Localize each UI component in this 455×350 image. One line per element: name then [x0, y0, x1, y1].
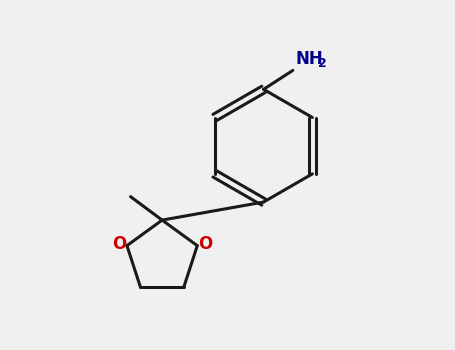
Text: 2: 2 [318, 57, 326, 70]
Text: O: O [112, 235, 126, 253]
Text: O: O [198, 235, 212, 253]
Text: NH: NH [295, 50, 323, 68]
